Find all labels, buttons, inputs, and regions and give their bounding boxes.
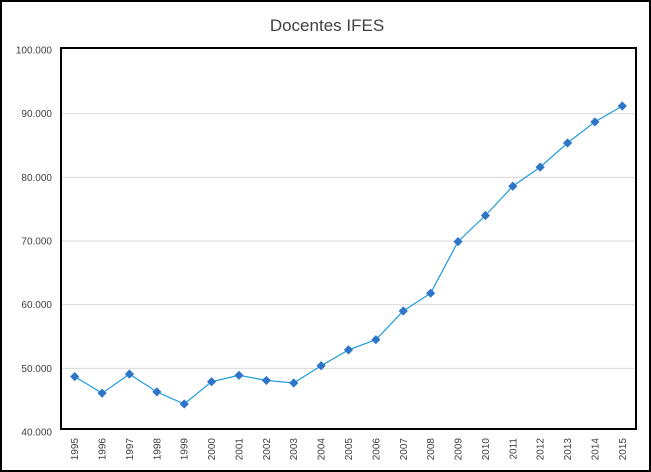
data-point: [234, 370, 244, 380]
x-tick-label: 2003: [289, 438, 300, 461]
x-tick-label: 2001: [234, 438, 245, 461]
x-tick-label: 2013: [563, 438, 574, 461]
data-point: [261, 375, 271, 386]
x-tick-label: 2014: [590, 438, 601, 461]
chart-title: Docentes IFES: [270, 16, 384, 35]
x-tick-label: 2004: [317, 438, 328, 461]
data-point: [398, 306, 408, 316]
data-point: [535, 162, 545, 172]
x-tick-label: 2010: [481, 438, 492, 461]
data-point: [97, 388, 107, 398]
data-point: [70, 372, 80, 382]
data-point: [152, 387, 162, 397]
data-point: [426, 288, 436, 298]
data-point: [343, 345, 354, 355]
x-tick-label: 2011: [508, 438, 519, 460]
y-tick-label: 60.000: [21, 300, 52, 311]
series-line: [74, 105, 623, 405]
x-tick-label: 2005: [344, 438, 355, 461]
x-tick-label: 1999: [180, 438, 191, 461]
x-axis-ticks: 1995 1996 1997 1998 1999 2000 2001 2002 2003 2004…: [70, 438, 629, 461]
y-axis-ticks: 40.000 50.000 60.000 70.000 80.000 90.000 100.…: [16, 46, 53, 439]
y-tick-label: 50.000: [21, 364, 52, 375]
y-tick-label: 100.000: [16, 46, 53, 57]
y-tick-label: 90.000: [21, 109, 52, 120]
x-tick-label: 2000: [207, 438, 218, 461]
x-tick-label: 2009: [454, 438, 465, 461]
y-tick-label: 80.000: [21, 173, 52, 184]
data-point: [371, 335, 381, 345]
plot-area: [60, 47, 637, 430]
data-point: [617, 101, 627, 111]
data-point: [562, 138, 573, 148]
x-tick-label: 1997: [125, 438, 136, 461]
y-tick-label: 70.000: [21, 237, 52, 248]
data-point: [179, 399, 189, 409]
x-tick-label: 1998: [152, 438, 163, 461]
data-point: [289, 378, 299, 388]
x-tick-label: 1995: [70, 438, 81, 461]
data-point: [124, 369, 135, 379]
y-tick-label: 40.000: [21, 428, 52, 439]
x-tick-label: 2007: [399, 438, 410, 461]
data-point: [316, 361, 326, 371]
x-tick-label: 2015: [618, 438, 629, 461]
data-point: [590, 117, 600, 127]
series-layer: [70, 101, 627, 409]
x-tick-label: 2006: [371, 438, 382, 461]
gridlines: [61, 113, 636, 369]
data-point: [453, 237, 463, 247]
data-point: [480, 210, 491, 221]
data-point: [508, 181, 518, 191]
x-tick-label: 2002: [262, 438, 273, 461]
x-tick-label: 2012: [536, 438, 547, 461]
x-tick-label: 2008: [426, 438, 437, 461]
x-tick-label: 1996: [98, 438, 109, 461]
data-point: [206, 377, 217, 387]
